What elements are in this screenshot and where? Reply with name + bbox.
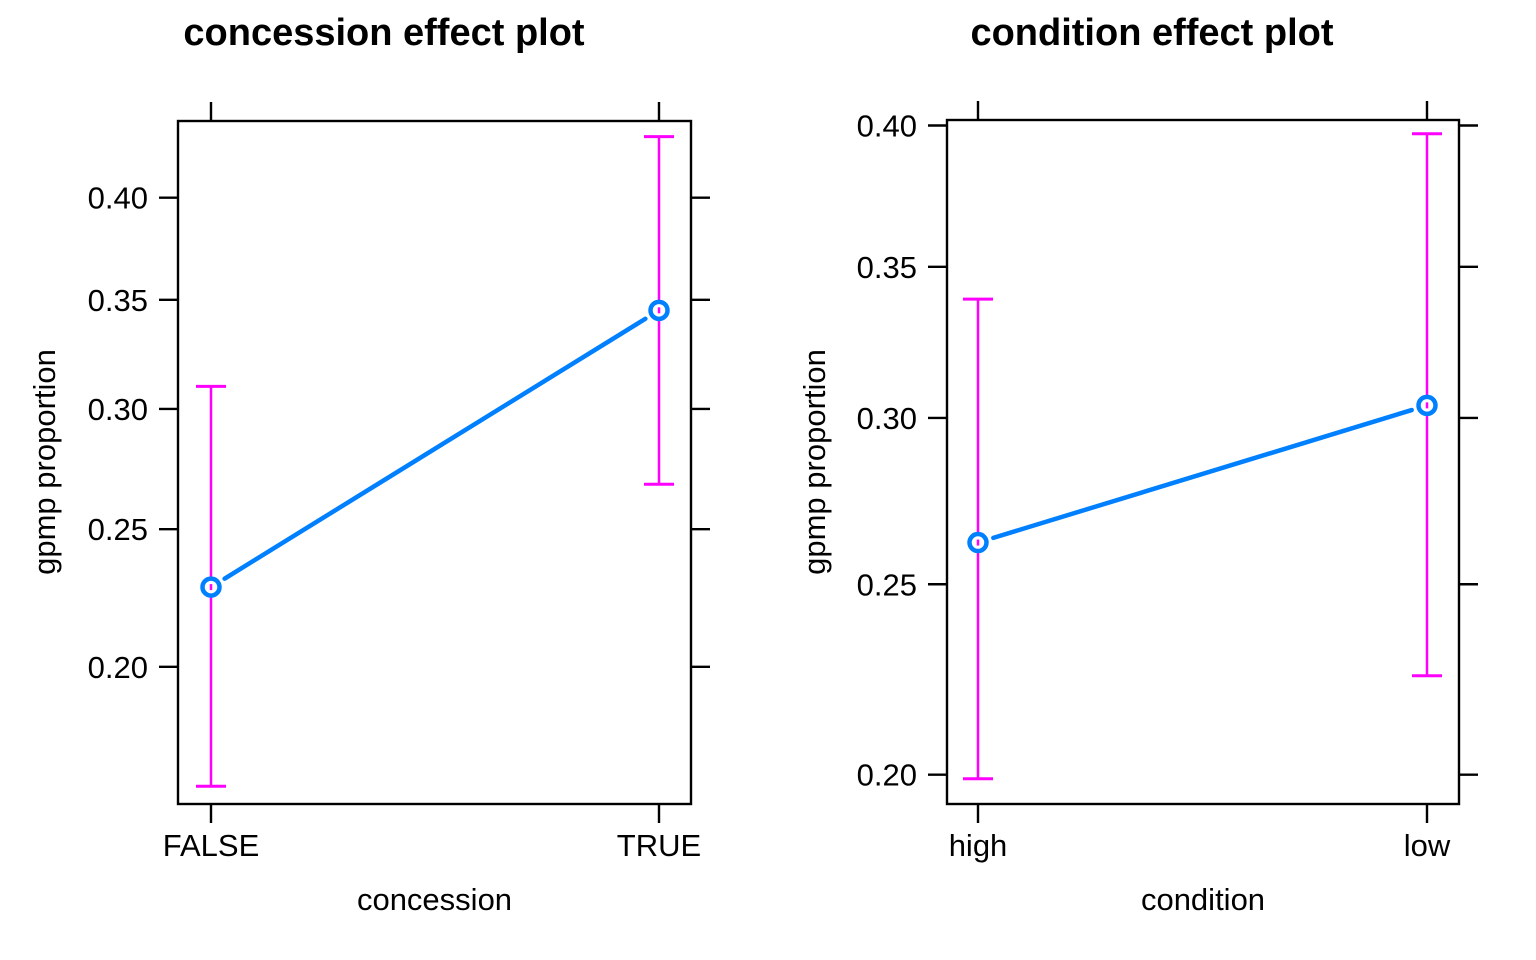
y-tick-label: 0.30	[857, 401, 917, 436]
y-tick-label: 0.30	[88, 392, 148, 427]
fit-line	[991, 407, 1414, 541]
y-tick-label: 0.40	[857, 109, 917, 144]
fit-line	[222, 316, 648, 581]
y-tick-label: 0.35	[857, 250, 917, 285]
x-tick-label: FALSE	[163, 828, 260, 863]
y-tick-label: 0.40	[88, 181, 148, 216]
y-tick-label: 0.20	[857, 758, 917, 793]
plot-box	[176, 119, 693, 806]
x-tick-label: high	[949, 828, 1008, 863]
x-tick-label: TRUE	[617, 828, 701, 863]
x-axis-label-condition: condition	[1140, 882, 1266, 917]
y-tick-label: 0.20	[88, 650, 148, 685]
x-axis-label-concession: concession	[356, 882, 513, 917]
x-tick-label: low	[1404, 828, 1451, 863]
y-tick-label: 0.25	[857, 567, 917, 602]
panel-title-concession: concession effect plot	[183, 12, 585, 54]
y-tick-label: 0.35	[88, 283, 148, 318]
plot-box	[945, 118, 1461, 806]
y-tick-label: 0.25	[88, 512, 148, 547]
panel-title-condition: condition effect plot	[970, 12, 1334, 54]
